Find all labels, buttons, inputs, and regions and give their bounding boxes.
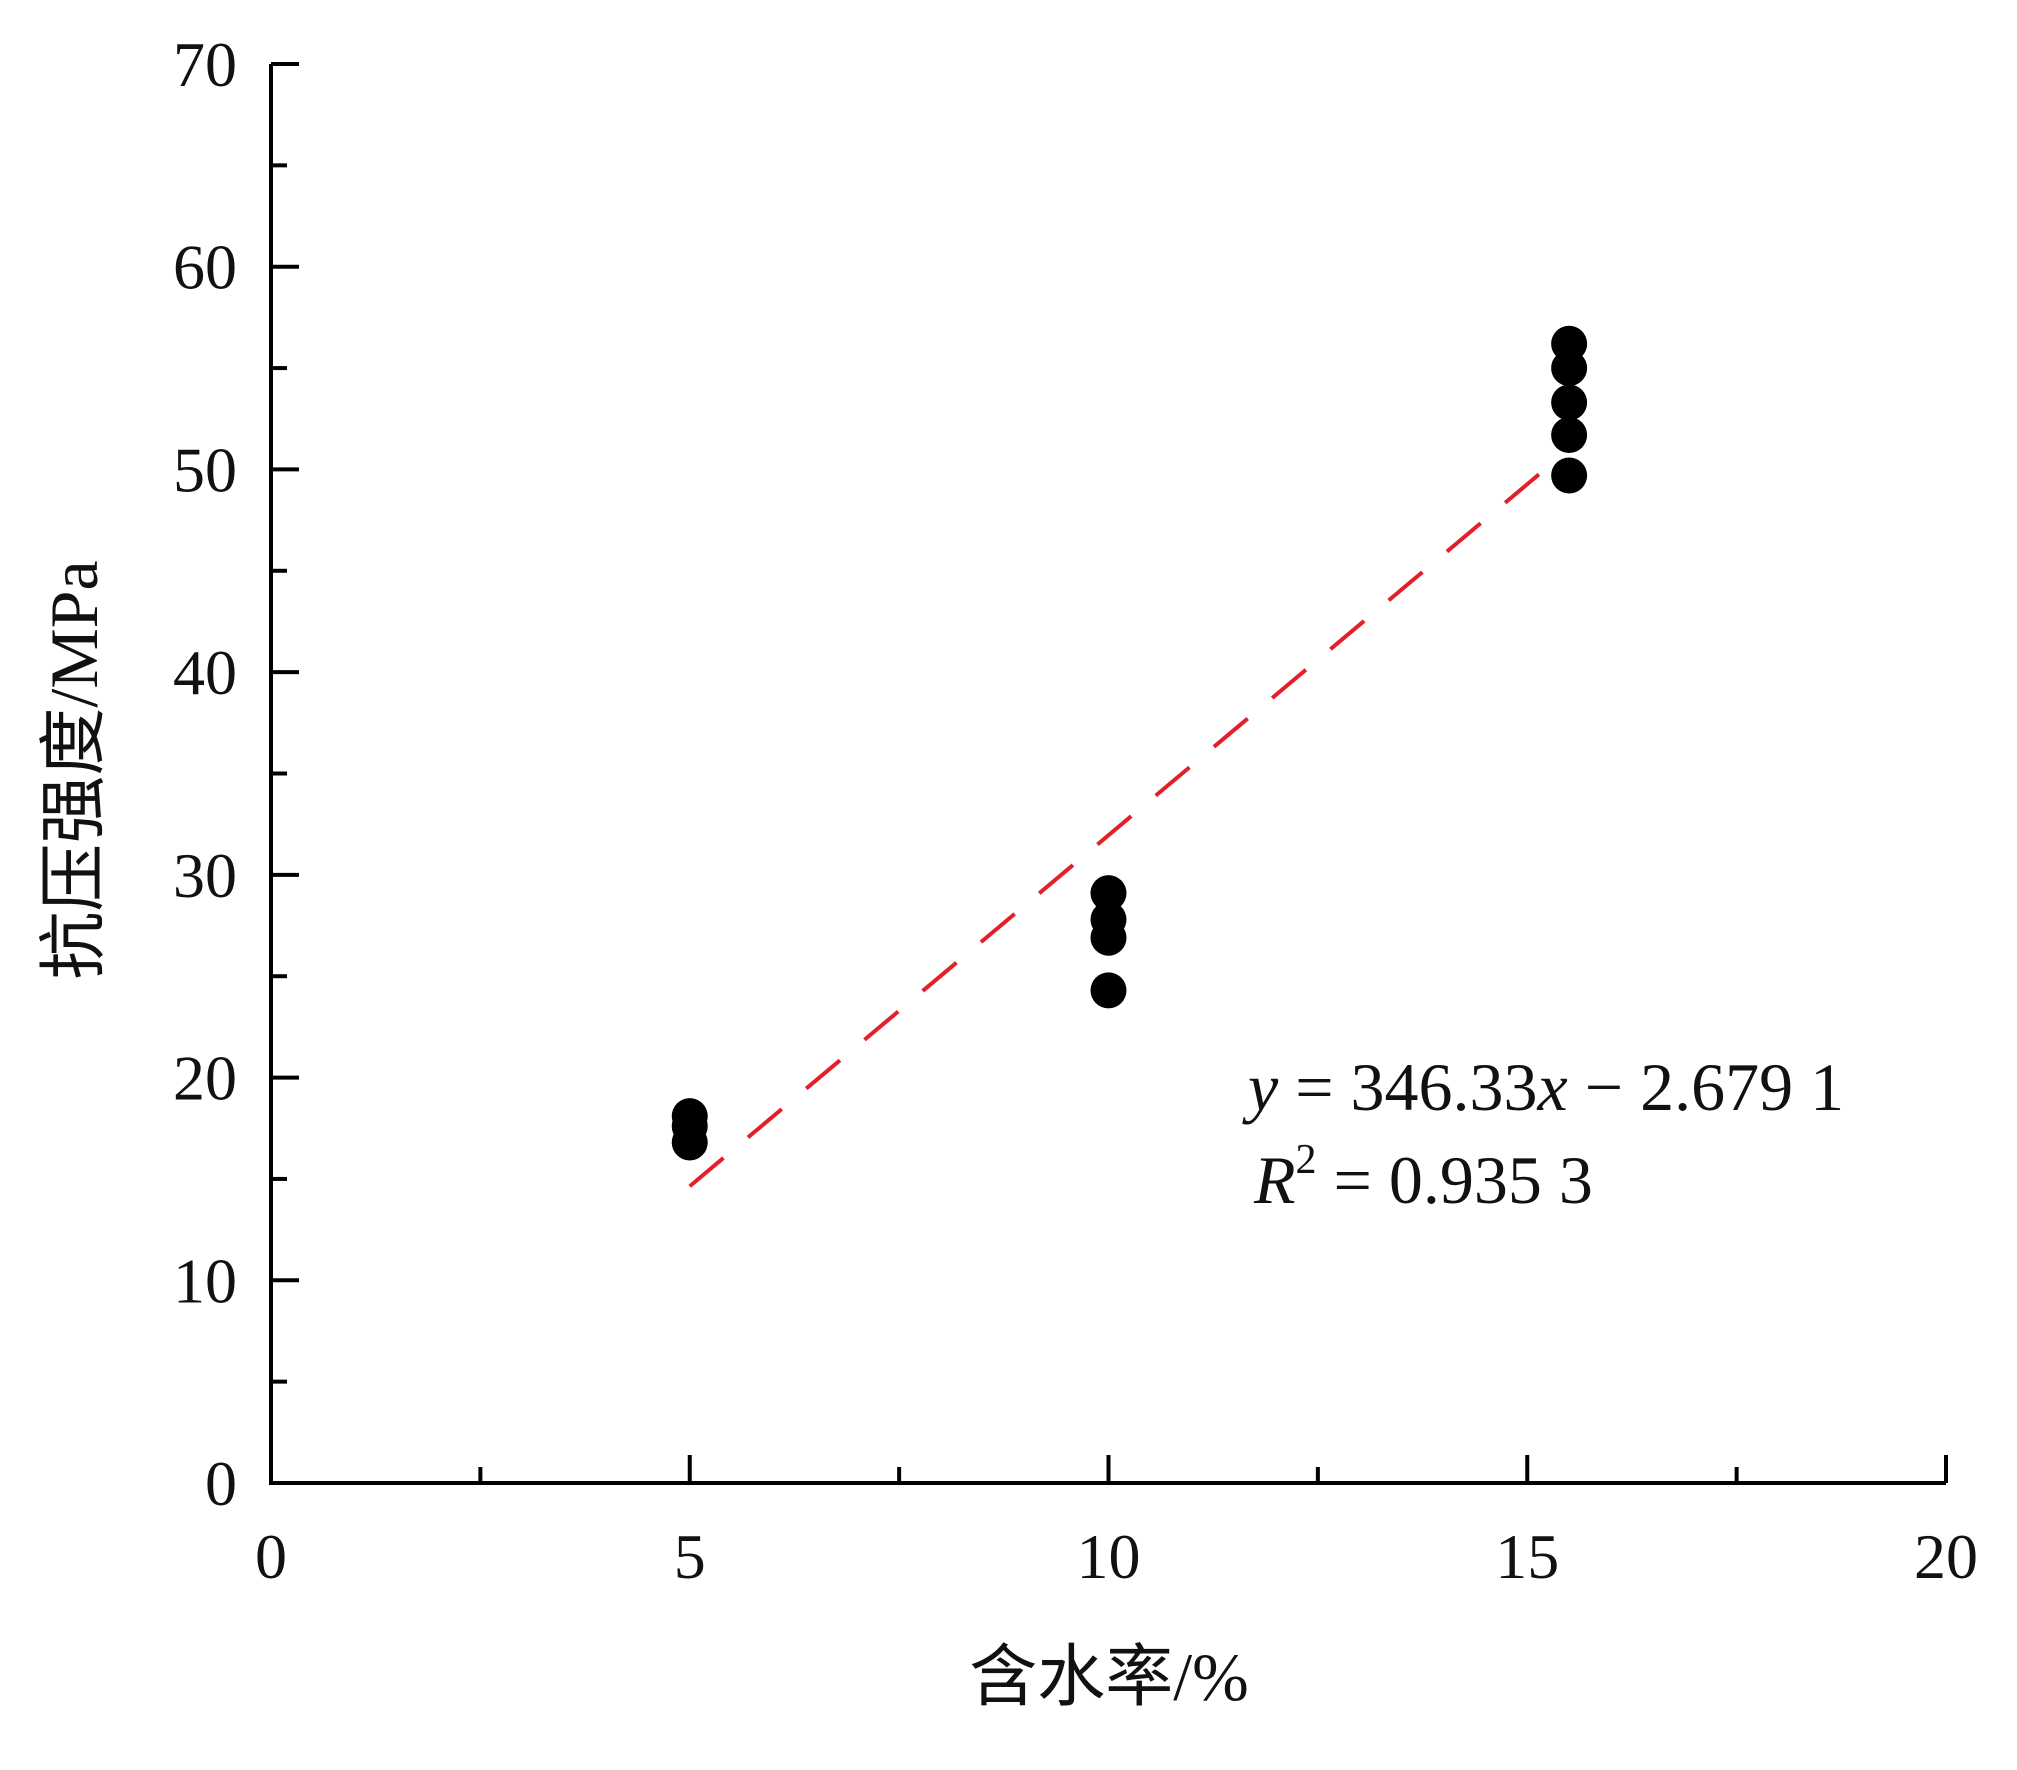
y-tick-label: 60 <box>173 232 237 303</box>
x-tick-label: 15 <box>1495 1521 1559 1592</box>
data-point <box>1090 972 1127 1009</box>
x-axis-title: 含水率/% <box>969 1639 1249 1715</box>
data-point <box>1551 384 1588 421</box>
fit-line-layer <box>688 472 1542 1188</box>
regression-fit-line <box>688 472 1542 1188</box>
r-squared-symbol: R <box>1253 1142 1296 1218</box>
y-tick-label: 30 <box>173 840 237 911</box>
r-squared-label: R2 = 0.935 3 <box>1253 1137 1593 1218</box>
x-tick-label: 0 <box>255 1521 287 1592</box>
y-tick-label: 10 <box>173 1245 237 1316</box>
x-tick-label: 20 <box>1914 1521 1978 1592</box>
tick-labels: 0 10 20 30 40 50 60 70 0 5 10 15 20 <box>173 29 1978 1592</box>
regression-equation: y = 346.33x − 2.679 1 <box>1242 1049 1844 1125</box>
data-point <box>1090 875 1127 912</box>
data-points <box>671 325 1588 1161</box>
equation-x-symbol: x <box>1537 1049 1568 1125</box>
y-tick-label: 70 <box>173 29 237 100</box>
data-point <box>1090 919 1127 956</box>
y-tick-label: 0 <box>205 1448 237 1519</box>
equation-slope: = 346.33 <box>1278 1049 1537 1125</box>
equation-y-symbol: y <box>1242 1049 1279 1125</box>
x-tick-label: 10 <box>1077 1521 1141 1592</box>
data-point <box>1551 457 1588 494</box>
axes <box>269 62 1948 1485</box>
y-axis-title: 抗压强度/MPa <box>36 560 112 979</box>
data-point <box>1551 416 1588 453</box>
y-tick-label: 40 <box>173 637 237 708</box>
data-point <box>671 1124 708 1161</box>
y-tick-label: 20 <box>173 1043 237 1114</box>
x-tick-label: 5 <box>674 1521 706 1592</box>
equation-intercept: − 2.679 1 <box>1568 1049 1844 1125</box>
r-squared-value: = 0.935 3 <box>1317 1142 1593 1218</box>
data-point <box>1551 350 1588 387</box>
y-tick-label: 50 <box>173 434 237 505</box>
r-squared-superscript: 2 <box>1296 1137 1317 1183</box>
